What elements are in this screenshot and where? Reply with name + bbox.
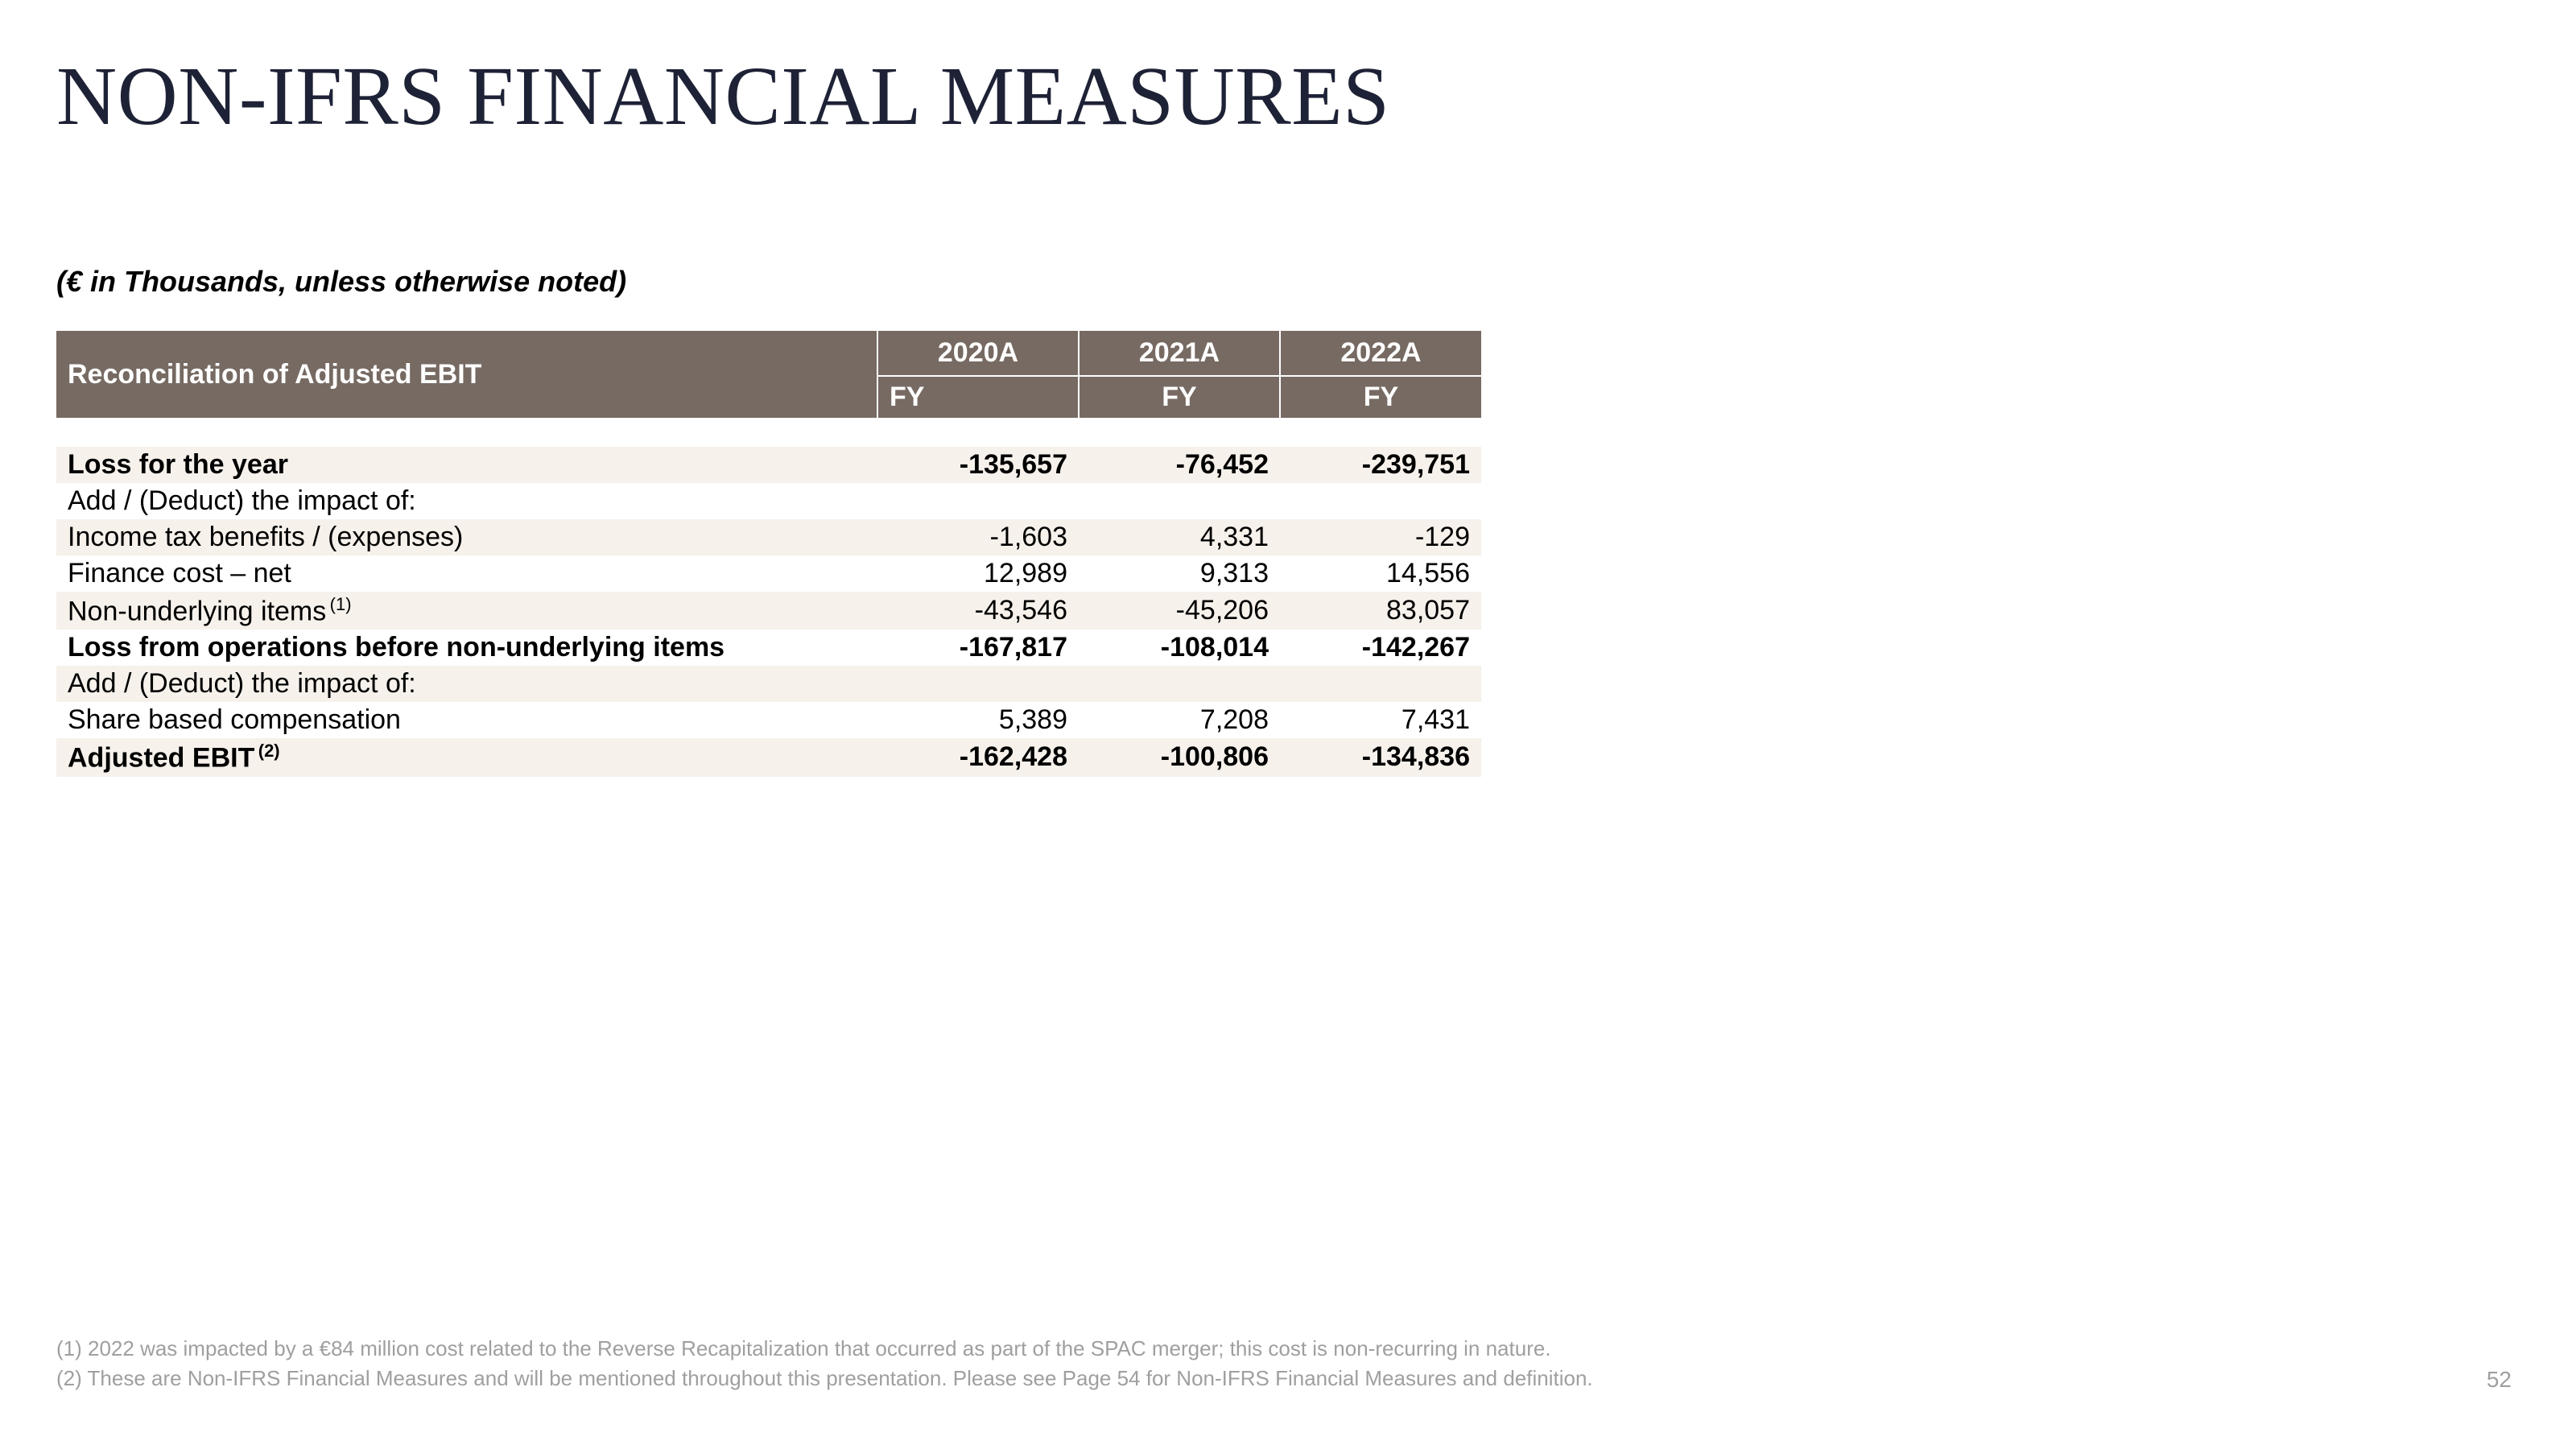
- page-title: NON-IFRS FINANCIAL MEASURES: [56, 48, 2520, 144]
- table-row: Share based compensation5,3897,2087,431: [56, 702, 1481, 738]
- row-value: -43,546: [877, 592, 1079, 630]
- row-label: Add / (Deduct) the impact of:: [56, 483, 877, 519]
- row-value: -134,836: [1280, 738, 1481, 776]
- row-label: Loss from operations before non-underlyi…: [56, 630, 877, 666]
- row-label: Add / (Deduct) the impact of:: [56, 666, 877, 702]
- row-value: [877, 666, 1079, 702]
- row-value: [1079, 666, 1280, 702]
- row-value: -129: [1280, 519, 1481, 555]
- row-value: 83,057: [1280, 592, 1481, 630]
- table-header-year-0: 2020A: [877, 331, 1079, 376]
- row-value: -167,817: [877, 630, 1079, 666]
- table-row: Loss for the year-135,657-76,452-239,751: [56, 447, 1481, 483]
- row-value: 5,389: [877, 702, 1079, 738]
- reconciliation-table: Reconciliation of Adjusted EBIT 2020A 20…: [56, 331, 1481, 777]
- currency-note: (€ in Thousands, unless otherwise noted): [56, 265, 2520, 299]
- table-row: Income tax benefits / (expenses)-1,6034,…: [56, 519, 1481, 555]
- table-row: Non-underlying items (1)-43,546-45,20683…: [56, 592, 1481, 630]
- row-value: 4,331: [1079, 519, 1280, 555]
- table-header-period-0: FY: [877, 376, 1079, 418]
- row-value: -45,206: [1079, 592, 1280, 630]
- table-spacer-row: [56, 418, 1481, 447]
- table-row: Finance cost – net12,9899,31314,556: [56, 555, 1481, 592]
- table-header-year-2: 2022A: [1280, 331, 1481, 376]
- row-value: [1280, 666, 1481, 702]
- footnote-1: (1) 2022 was impacted by a €84 million c…: [56, 1334, 1593, 1363]
- row-label: Adjusted EBIT (2): [56, 738, 877, 776]
- row-label: Share based compensation: [56, 702, 877, 738]
- row-value: -100,806: [1079, 738, 1280, 776]
- table-header-years: Reconciliation of Adjusted EBIT 2020A 20…: [56, 331, 1481, 376]
- row-value: -76,452: [1079, 447, 1280, 483]
- footnote-2: (2) These are Non-IFRS Financial Measure…: [56, 1364, 1593, 1393]
- row-value: -162,428: [877, 738, 1079, 776]
- superscript: (1): [326, 594, 351, 614]
- row-label: Finance cost – net: [56, 555, 877, 592]
- superscript: (2): [254, 741, 279, 761]
- row-value: -108,014: [1079, 630, 1280, 666]
- row-value: 12,989: [877, 555, 1079, 592]
- row-value: 7,208: [1079, 702, 1280, 738]
- row-value: 7,431: [1280, 702, 1481, 738]
- row-value: 14,556: [1280, 555, 1481, 592]
- row-label: Income tax benefits / (expenses): [56, 519, 877, 555]
- table-row: Add / (Deduct) the impact of:: [56, 666, 1481, 702]
- row-value: -135,657: [877, 447, 1079, 483]
- row-value: -142,267: [1280, 630, 1481, 666]
- table-header-label: Reconciliation of Adjusted EBIT: [56, 331, 877, 418]
- table-row: Add / (Deduct) the impact of:: [56, 483, 1481, 519]
- table-row: Adjusted EBIT (2)-162,428-100,806-134,83…: [56, 738, 1481, 776]
- table-header-period-2: FY: [1280, 376, 1481, 418]
- table-header-period-1: FY: [1079, 376, 1280, 418]
- footnotes: (1) 2022 was impacted by a €84 million c…: [56, 1334, 1593, 1393]
- row-value: -1,603: [877, 519, 1079, 555]
- table-row: Loss from operations before non-underlyi…: [56, 630, 1481, 666]
- page-number: 52: [2487, 1367, 2512, 1393]
- row-label: Non-underlying items (1): [56, 592, 877, 630]
- row-value: [1280, 483, 1481, 519]
- row-label: Loss for the year: [56, 447, 877, 483]
- row-value: [1079, 483, 1280, 519]
- row-value: [877, 483, 1079, 519]
- row-value: 9,313: [1079, 555, 1280, 592]
- table-header-year-1: 2021A: [1079, 331, 1280, 376]
- row-value: -239,751: [1280, 447, 1481, 483]
- table-body: Loss for the year-135,657-76,452-239,751…: [56, 418, 1481, 777]
